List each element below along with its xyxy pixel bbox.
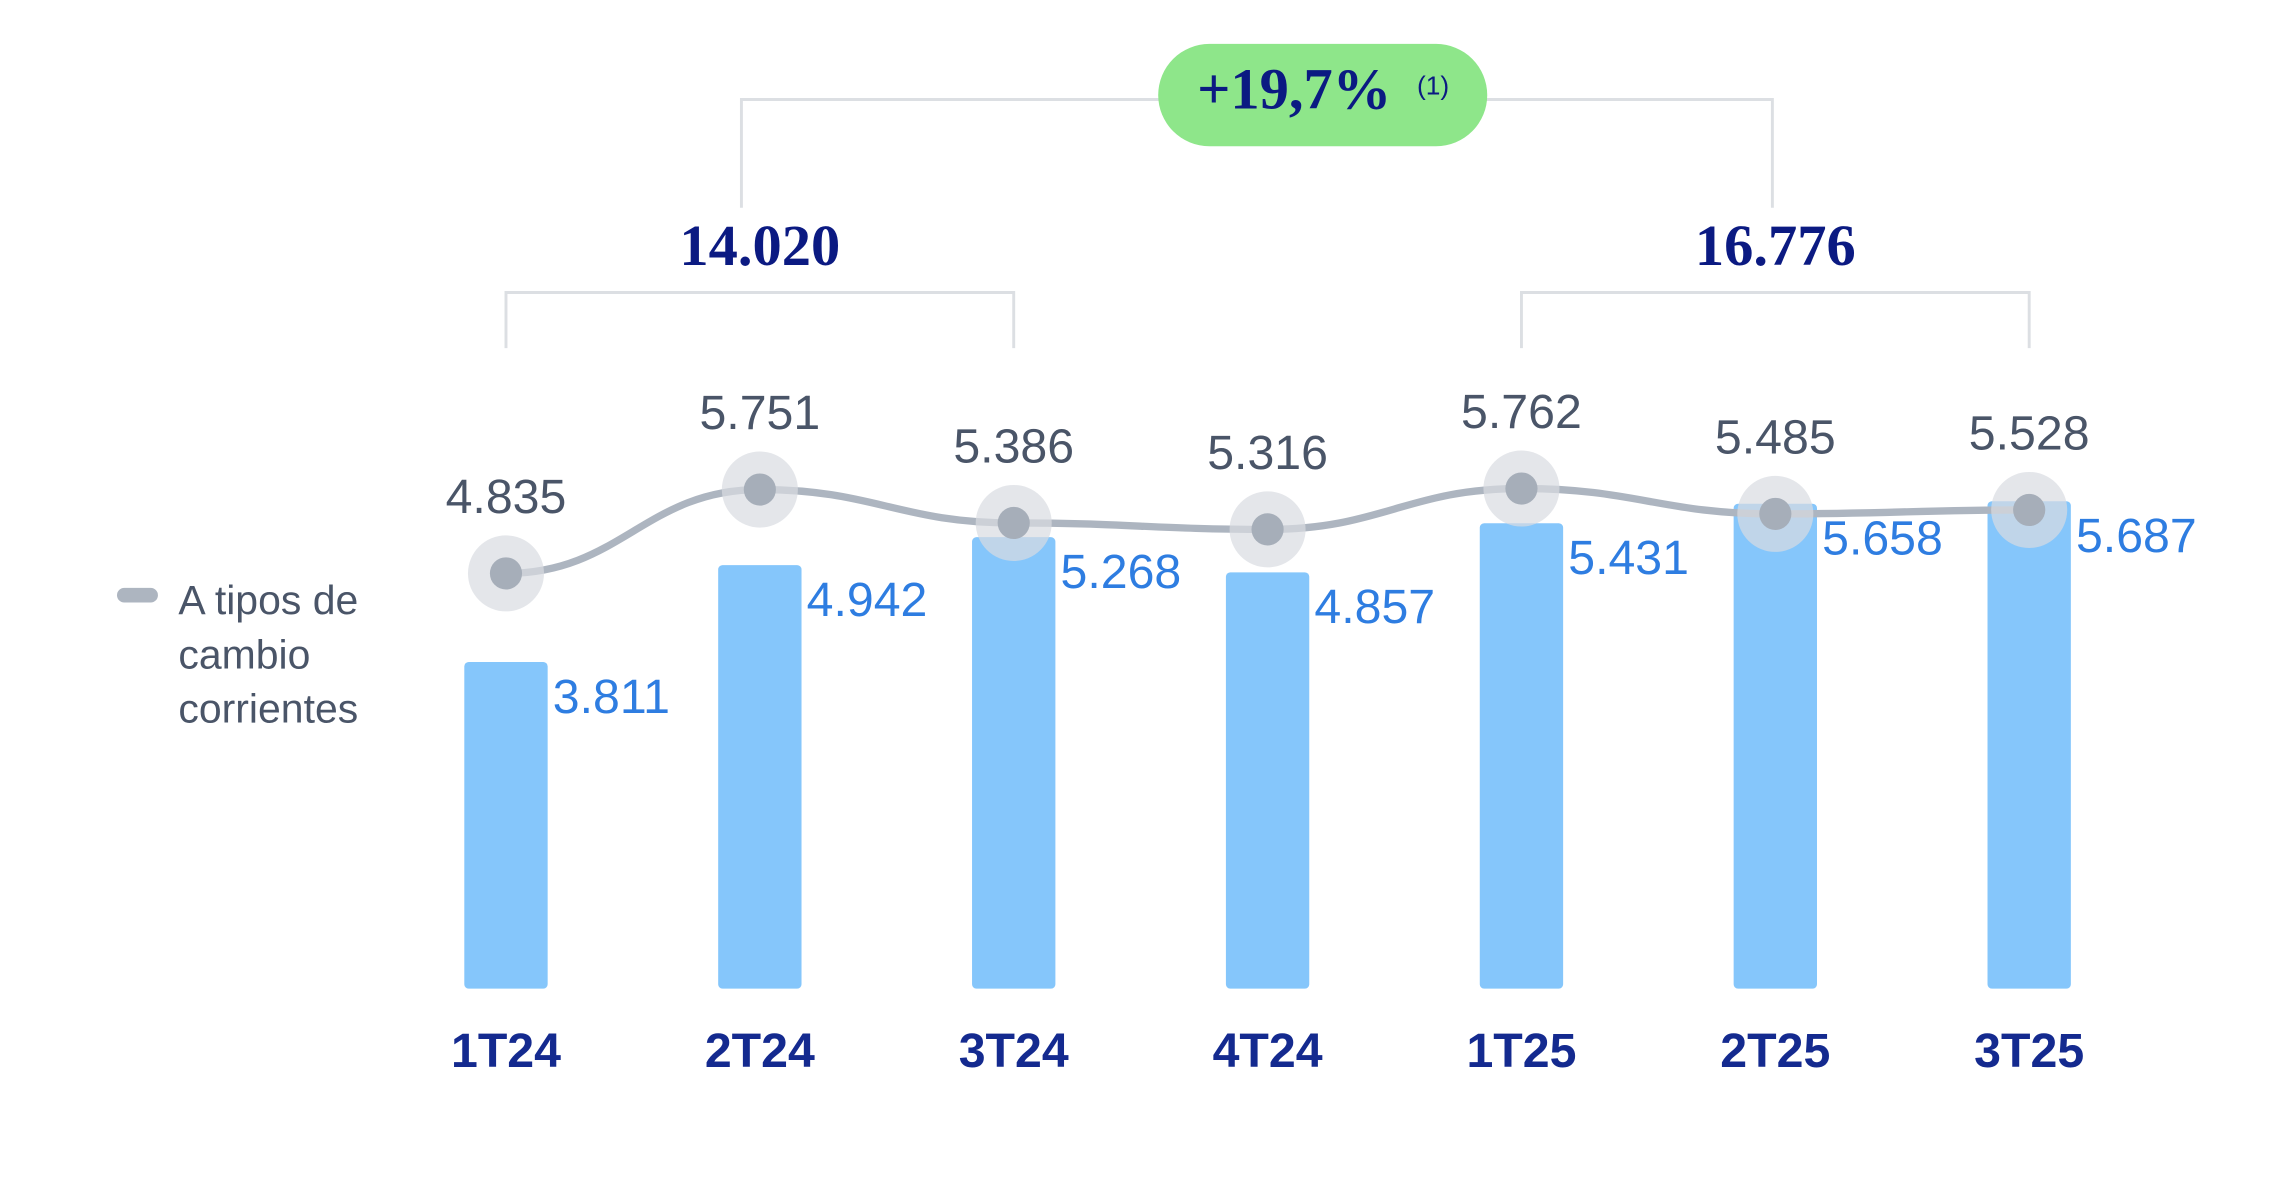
- x-tick-label: 1T25: [1466, 1024, 1576, 1078]
- bar-value-label: 5.687: [2076, 509, 2197, 563]
- bar: [1225, 572, 1310, 989]
- group-bracket: [1519, 291, 2031, 349]
- line-value-label: 5.762: [1461, 385, 1582, 439]
- legend-swatch: [116, 587, 158, 603]
- line-value-label: 4.835: [446, 470, 567, 524]
- group-total: 16.776: [1695, 213, 1856, 278]
- x-tick-label: 2T24: [705, 1024, 815, 1078]
- point: [2013, 493, 2046, 527]
- bar-value-label: 4.942: [807, 573, 928, 627]
- bar-value-label: 5.268: [1061, 545, 1182, 599]
- group-bracket: [504, 291, 1016, 349]
- line-value-label: 5.386: [953, 420, 1074, 474]
- bar: [1987, 501, 2071, 989]
- point: [997, 506, 1030, 540]
- bar-value-label: 5.658: [1822, 512, 1943, 566]
- x-tick-label: 3T25: [1974, 1024, 2084, 1078]
- growth-note: (1): [1417, 71, 1449, 101]
- line-value-label: 5.316: [1207, 426, 1328, 480]
- bar: [464, 662, 548, 989]
- point: [743, 473, 776, 506]
- legend-label: A tipos de cambio corrientes: [178, 577, 359, 732]
- line-value-label: 5.485: [1715, 411, 1836, 465]
- legend: A tipos de cambio corrientes: [178, 577, 359, 732]
- growth-badge: [1158, 43, 1488, 147]
- point: [1759, 497, 1792, 530]
- group-total: 14.020: [679, 213, 840, 278]
- x-tick-label: 3T24: [959, 1024, 1069, 1078]
- bar: [1733, 503, 1817, 989]
- x-tick-label: 1T24: [451, 1024, 561, 1078]
- line-value-label: 5.751: [699, 386, 820, 440]
- line-value-label: 5.528: [1969, 407, 2090, 461]
- bar-value-label: 5.431: [1568, 531, 1689, 585]
- point: [489, 557, 523, 590]
- bar: [972, 537, 1056, 989]
- bar: [718, 565, 802, 989]
- bar-value-label: 4.857: [1314, 580, 1435, 634]
- x-tick-label: 4T24: [1213, 1024, 1323, 1078]
- x-tick-label: 2T25: [1720, 1024, 1830, 1078]
- point: [1505, 472, 1538, 505]
- bar-value-label: 3.811: [553, 670, 670, 724]
- growth-label: +19,7%: [1197, 57, 1391, 122]
- bar: [1479, 523, 1564, 989]
- point: [1251, 513, 1284, 546]
